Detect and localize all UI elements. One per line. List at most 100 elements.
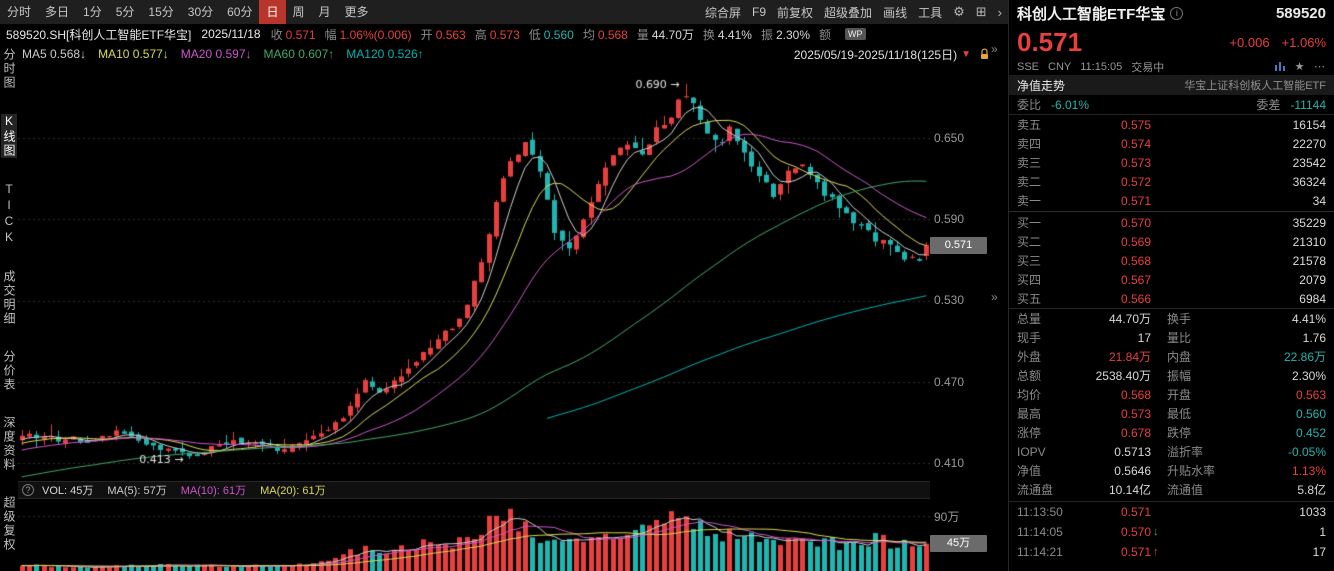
tab-more[interactable]: 更多: [344, 5, 369, 19]
tab-daily[interactable]: 日: [259, 0, 286, 24]
stat-row: 总额 2538.40万 振幅 2.30%: [1017, 368, 1326, 384]
tab-5min[interactable]: 5分: [115, 5, 135, 19]
tick-row[interactable]: 11:14:21 0.571 ↑ 17: [1017, 545, 1326, 559]
bid-volume: 2079: [1299, 272, 1326, 287]
star-icon[interactable]: ★: [1294, 61, 1305, 73]
ask-volume: 23542: [1292, 155, 1326, 170]
ask-row-4[interactable]: 卖四 0.574 22270: [1009, 134, 1334, 153]
weibi-label: 委比: [1017, 98, 1042, 112]
tab-30min[interactable]: 30分: [187, 5, 214, 19]
stat-row: 现手 17 量比 1.76: [1017, 330, 1326, 346]
sidebar-item-fenshitu[interactable]: 分时图: [2, 48, 16, 90]
tab-monthly[interactable]: 月: [318, 5, 331, 19]
super-overlay-button[interactable]: 超级叠加: [824, 5, 873, 20]
wencai-badge-icon[interactable]: WP: [845, 28, 866, 40]
bid-row-1[interactable]: 买一 0.570 35229: [1009, 213, 1334, 232]
ask-label: 卖一: [1017, 194, 1042, 208]
vol-ma10: MA(10): 61万: [180, 485, 247, 497]
sidebar-item-chaojifuquan[interactable]: 超级复权: [2, 496, 16, 552]
ask-volume: 22270: [1292, 136, 1326, 151]
axis-label-0470: 0.470: [934, 375, 965, 389]
draw-line-button[interactable]: 画线: [883, 5, 908, 20]
layout-grid-icon[interactable]: ⊞: [975, 4, 987, 19]
ma20-value: MA20 0.597↓: [180, 47, 252, 61]
bid-label: 买三: [1017, 254, 1042, 268]
meta-row: SSE CNY 11:15:05 交易中 ★ ⋯: [1009, 58, 1334, 75]
ask-label: 卖四: [1017, 137, 1042, 151]
tab-weekly[interactable]: 周: [292, 5, 305, 19]
ask-volume: 34: [1312, 193, 1326, 208]
vol-value: VOL: 45万: [42, 485, 94, 497]
date-range-text[interactable]: 2025/05/19-2025/11/18(125日): [793, 47, 958, 62]
symbol-code: 589520.SH[科创人工智能ETF华宝]: [6, 27, 192, 42]
bid-row-5[interactable]: 买五 0.566 6984: [1009, 289, 1334, 308]
bid-volume: 6984: [1299, 291, 1326, 306]
bid-price: 0.568: [1120, 253, 1151, 268]
sidebar-item-tick[interactable]: TICK: [2, 182, 16, 246]
more-icon[interactable]: ⋯: [1314, 61, 1325, 73]
tab-duori[interactable]: 多日: [45, 5, 70, 19]
nav-trend-link[interactable]: 净值走势: [1017, 78, 1066, 93]
tab-15min[interactable]: 15分: [148, 5, 174, 19]
price-row: 0.571 +0.006 +1.06%: [1009, 26, 1334, 58]
tick-row[interactable]: 11:13:50 0.571 1033: [1017, 505, 1326, 519]
stats-grid: 总量 44.70万 换手 4.41% 现手 17 量比 1.76 外盘 21.84万 内盘 22.…: [1009, 308, 1334, 499]
sidebar-item-chengjiaomingxi[interactable]: 成交明细: [2, 270, 16, 326]
ask-row-5[interactable]: 卖五 0.575 16154: [1009, 115, 1334, 134]
price-change: +0.006 +1.06%: [1229, 35, 1326, 50]
mini-chart-icon[interactable]: [1273, 60, 1286, 73]
tick-row[interactable]: 11:14:05 0.570 ↓ 1: [1017, 525, 1326, 539]
tools-button[interactable]: 工具: [918, 5, 943, 20]
panel-collapse-icon[interactable]: »: [991, 42, 998, 56]
info-icon[interactable]: i: [1170, 6, 1184, 20]
lock-icon[interactable]: [979, 48, 990, 60]
sidebar-item-fenjiabiao[interactable]: 分价表: [2, 350, 16, 392]
ask-price: 0.572: [1120, 174, 1151, 189]
help-icon[interactable]: ?: [22, 484, 34, 496]
bid-row-2[interactable]: 买二 0.569 21310: [1009, 232, 1334, 251]
sidebar-item-kline[interactable]: K线图: [1, 114, 17, 158]
view-sidebar: 分时图 K线图 TICK 成交明细 分价表 深度资料 超级复权: [0, 44, 18, 571]
sidebar-item-shendu[interactable]: 深度资料: [2, 416, 16, 472]
stat-row: 外盘 21.84万 内盘 22.86万: [1017, 350, 1326, 364]
ask-row-3[interactable]: 卖三 0.573 23542: [1009, 153, 1334, 172]
tab-1min[interactable]: 1分: [83, 5, 102, 19]
panel-collapse-icon[interactable]: »: [991, 290, 998, 304]
bid-row-4[interactable]: 买四 0.567 2079: [1009, 270, 1334, 289]
stat-row: 净值 0.5646 升贴水率 1.13%: [1017, 463, 1326, 479]
volume-header: ? VOL: 45万 MA(5): 57万 MA(10): 61万 MA(20)…: [18, 481, 930, 499]
field-amplitude: 振 2.30%: [760, 27, 810, 42]
bid-volume: 35229: [1292, 215, 1326, 230]
field-volume: 量 44.70万: [636, 27, 694, 42]
bid-volume: 21310: [1292, 234, 1326, 249]
weibi-value: -6.01%: [1051, 97, 1090, 112]
order-book: 卖五 0.575 16154 卖四 0.574 22270 卖三 0.573 23542 卖…: [1009, 114, 1334, 308]
stat-row: 均价 0.568 开盘 0.563: [1017, 387, 1326, 403]
range-dropdown-icon[interactable]: ▼: [961, 48, 971, 60]
volume-chart-canvas[interactable]: [18, 499, 930, 571]
bid-volume: 21578: [1292, 253, 1326, 268]
change-percent: +1.06%: [1281, 34, 1326, 50]
change-value: +0.006: [1229, 34, 1270, 50]
f9-button[interactable]: F9: [752, 5, 767, 19]
forward-adjust-button[interactable]: 前复权: [777, 5, 814, 20]
ma60-value: MA60 0.607↑: [263, 47, 335, 61]
composite-screen-button[interactable]: 综合屏: [705, 5, 742, 20]
panel-header: 科创人工智能ETF华宝 i 589520: [1009, 0, 1334, 26]
field-avg: 均 0.568: [582, 27, 628, 42]
meta-icons: ★ ⋯: [1273, 60, 1326, 73]
ask-label: 卖三: [1017, 156, 1042, 170]
gear-icon[interactable]: ⚙: [953, 4, 965, 19]
tab-fenshi[interactable]: 分时: [7, 5, 32, 19]
ask-row-1[interactable]: 卖一 0.571 34: [1009, 191, 1334, 210]
chevron-right-icon[interactable]: ›: [997, 4, 1002, 20]
stat-row: IOPV 0.5713 溢折率 -0.05%: [1017, 444, 1326, 460]
bid-row-3[interactable]: 买三 0.568 21578: [1009, 251, 1334, 270]
main-chart-canvas[interactable]: [18, 64, 930, 481]
bid-price: 0.570: [1120, 215, 1151, 230]
orderbook-divider: [1009, 211, 1334, 212]
ask-row-2[interactable]: 卖二 0.572 36324: [1009, 172, 1334, 191]
tab-60min[interactable]: 60分: [227, 5, 253, 19]
ma120-value: MA120 0.526↑: [346, 47, 424, 61]
